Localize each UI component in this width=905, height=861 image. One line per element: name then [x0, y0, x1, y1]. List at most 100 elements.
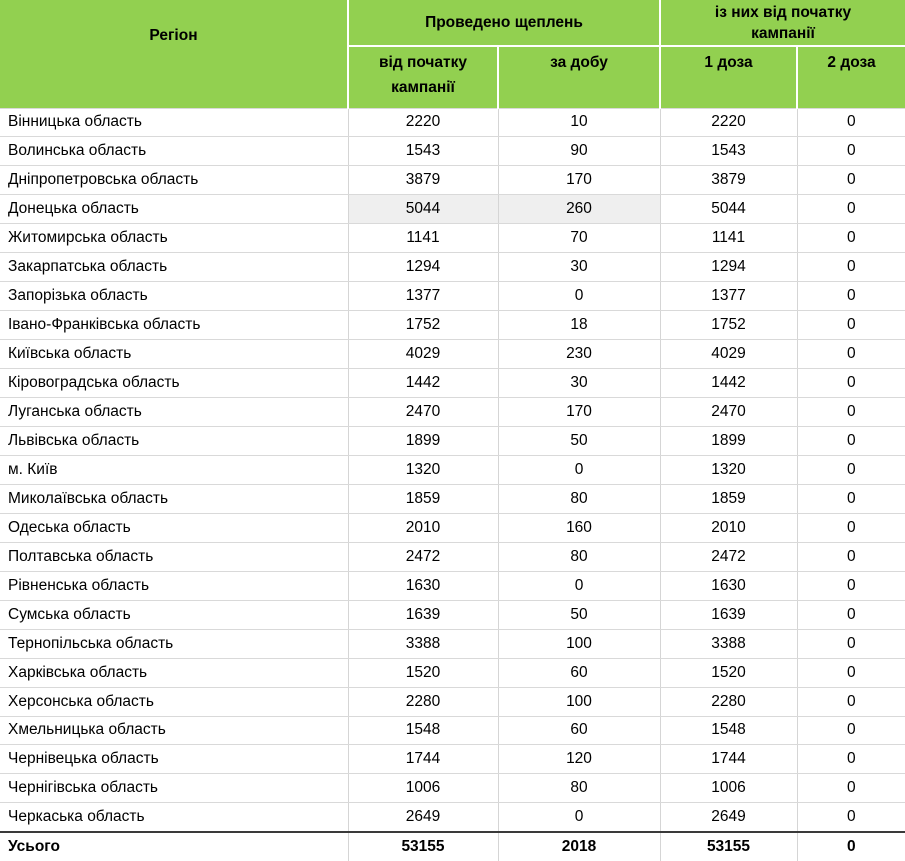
value-cell: 1630	[347, 571, 498, 601]
table-row: Полтавська область 2472 80 2472 0	[0, 542, 905, 572]
value-cell: 1859	[659, 484, 797, 514]
value-cell: 0	[796, 368, 905, 399]
value-cell: 0	[796, 339, 905, 370]
value-cell: 2649	[659, 802, 797, 833]
value-cell: 60	[497, 716, 660, 746]
value-cell: 1294	[659, 252, 797, 283]
value-cell: 1744	[347, 744, 498, 775]
value-cell: 1548	[659, 716, 797, 746]
value-cell: 1320	[347, 455, 498, 485]
value-cell: 0	[796, 252, 905, 283]
value-cell: 0	[497, 802, 660, 833]
value-cell: 0	[497, 281, 660, 312]
value-cell: 1377	[347, 281, 498, 312]
value-cell: 0	[796, 744, 905, 775]
table-row: Закарпатська область 1294 30 1294 0	[0, 252, 905, 283]
value-cell: 0	[796, 513, 905, 543]
table-row: Запорізька область 1377 0 1377 0	[0, 281, 905, 312]
region-cell: Львівська область	[0, 426, 348, 456]
table-row: м. Київ 1320 0 1320 0	[0, 455, 905, 485]
value-cell: 10	[497, 108, 660, 138]
value-cell: 3388	[659, 629, 797, 659]
region-cell: Чернівецька область	[0, 744, 348, 775]
value-cell: 0	[796, 310, 905, 341]
value-cell: 120	[497, 744, 660, 775]
header-group-row: Регіон Проведено щеплень із них від поча…	[0, 0, 905, 109]
value-cell: 0	[796, 484, 905, 514]
table-row: Чернігівська область 1006 80 1006 0	[0, 773, 905, 804]
value-cell: 0	[796, 397, 905, 427]
value-cell: 2470	[347, 397, 498, 427]
sub-header-since-campaign-start: від початку кампанії	[347, 45, 498, 109]
value-cell: 1006	[347, 773, 498, 804]
value-cell: 170	[497, 397, 660, 427]
region-cell: м. Київ	[0, 455, 348, 485]
value-cell: 1744	[659, 744, 797, 775]
value-cell: 1442	[347, 368, 498, 399]
table-row: Миколаївська область 1859 80 1859 0	[0, 484, 905, 514]
value-cell: 0	[796, 108, 905, 138]
table-row: Вінницька область 2220 10 2220 0	[0, 108, 905, 138]
value-cell: 1752	[347, 310, 498, 341]
value-cell: 2220	[347, 108, 498, 138]
total-value-cell: 53155	[347, 830, 498, 861]
value-cell: 1543	[659, 136, 797, 167]
value-cell: 30	[497, 368, 660, 399]
value-cell: 30	[497, 252, 660, 283]
value-cell: 1520	[659, 658, 797, 688]
value-cell: 0	[796, 426, 905, 456]
value-cell: 5044	[347, 194, 498, 225]
value-cell: 2472	[347, 542, 498, 572]
value-cell: 1141	[659, 223, 797, 254]
region-cell: Херсонська область	[0, 687, 348, 717]
value-cell: 1859	[347, 484, 498, 514]
region-cell: Київська область	[0, 339, 348, 370]
region-cell: Рівненська область	[0, 571, 348, 601]
table-header: Регіон Проведено щеплень із них від поча…	[0, 0, 905, 109]
value-cell: 1006	[659, 773, 797, 804]
value-cell: 3388	[347, 629, 498, 659]
value-cell: 1639	[659, 600, 797, 630]
table-row: Львівська область 1899 50 1899 0	[0, 426, 905, 456]
table-row: Одеська область 2010 160 2010 0	[0, 513, 905, 543]
value-cell: 170	[497, 165, 660, 196]
value-cell: 4029	[347, 339, 498, 370]
value-cell: 4029	[659, 339, 797, 370]
value-cell: 0	[796, 194, 905, 225]
value-cell: 90	[497, 136, 660, 167]
value-cell: 1630	[659, 571, 797, 601]
total-label-cell: Усього	[0, 830, 348, 861]
table-row: Рівненська область 1630 0 1630 0	[0, 571, 905, 601]
value-cell: 2220	[659, 108, 797, 138]
value-cell: 0	[796, 223, 905, 254]
group-header-vaccinations: Проведено щеплень	[347, 0, 660, 47]
total-value-cell: 2018	[497, 830, 660, 861]
value-cell: 0	[796, 542, 905, 572]
value-cell: 0	[796, 687, 905, 717]
region-cell: Харківська область	[0, 658, 348, 688]
table-row: Херсонська область 2280 100 2280 0	[0, 687, 905, 717]
table-row: Хмельницька область 1548 60 1548 0	[0, 716, 905, 746]
table-row: Житомирська область 1141 70 1141 0	[0, 223, 905, 254]
value-cell: 1899	[659, 426, 797, 456]
region-cell: Миколаївська область	[0, 484, 348, 514]
value-cell: 50	[497, 426, 660, 456]
region-cell: Черкаська область	[0, 802, 348, 833]
sub-header-dose1: 1 доза	[659, 45, 797, 109]
table-row: Дніпропетровська область 3879 170 3879 0	[0, 165, 905, 196]
table-body: Вінницька область 2220 10 2220 0 Волинська об…	[0, 108, 905, 833]
value-cell: 260	[497, 194, 660, 225]
value-cell: 0	[796, 165, 905, 196]
value-cell: 1320	[659, 455, 797, 485]
region-cell: Хмельницька область	[0, 716, 348, 746]
value-cell: 1442	[659, 368, 797, 399]
value-cell: 18	[497, 310, 660, 341]
value-cell: 2280	[347, 687, 498, 717]
region-cell: Тернопільська область	[0, 629, 348, 659]
region-cell: Дніпропетровська область	[0, 165, 348, 196]
region-cell: Луганська область	[0, 397, 348, 427]
value-cell: 70	[497, 223, 660, 254]
value-cell: 2472	[659, 542, 797, 572]
value-cell: 100	[497, 629, 660, 659]
value-cell: 80	[497, 542, 660, 572]
